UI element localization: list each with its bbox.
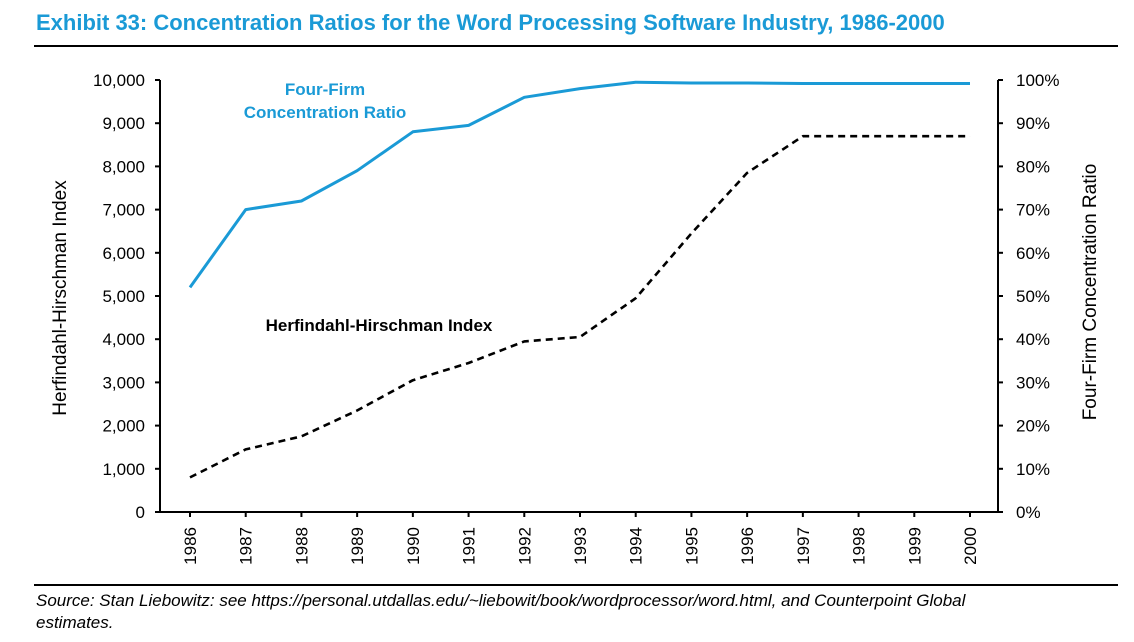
- x-tick-label: 1986: [181, 527, 200, 565]
- left-tick-label: 9,000: [102, 114, 145, 133]
- right-tick-label: 90%: [1016, 114, 1050, 133]
- right-tick-label: 20%: [1016, 417, 1050, 436]
- right-tick-label: 60%: [1016, 244, 1050, 263]
- x-tick-label: 1996: [738, 527, 757, 565]
- right-tick-label: 10%: [1016, 460, 1050, 479]
- right-tick-label: 50%: [1016, 287, 1050, 306]
- left-tick-label: 1,000: [102, 460, 145, 479]
- x-tick-label: 2000: [961, 527, 980, 565]
- right-tick-label: 70%: [1016, 201, 1050, 220]
- x-tick-label: 1993: [571, 527, 590, 565]
- x-tick-label: 1989: [348, 527, 367, 565]
- page-title: Exhibit 33: Concentration Ratios for the…: [36, 10, 945, 35]
- x-axis: 1986 1987 1988 1989 1990 1991 1992 1993 1994 1995…: [160, 511, 998, 565]
- source-note: Source: Stan Liebowitz: see https://pers…: [36, 590, 1116, 634]
- source-line-1: Source: Stan Liebowitz: see https://pers…: [36, 591, 966, 610]
- x-tick-label: 1988: [292, 527, 311, 565]
- concentration-line-chart: 0 1,000 2,000 3,000 4,000 5,000 6,000 7,000 8,00…: [50, 71, 1101, 565]
- left-tick-label: 0: [136, 503, 145, 522]
- left-tick-label: 4,000: [102, 330, 145, 349]
- left-tick-label: 3,000: [102, 373, 145, 392]
- x-tick-label: 1998: [850, 527, 869, 565]
- hhi-series-label: Herfindahl-Hirschman Index: [266, 316, 493, 335]
- x-tick-label: 1997: [794, 527, 813, 565]
- right-tick-label: 80%: [1016, 157, 1050, 176]
- left-y-axis: 0 1,000 2,000 3,000 4,000 5,000 6,000 7,000 8,00…: [93, 71, 161, 522]
- left-tick-label: 2,000: [102, 417, 145, 436]
- four-firm-series-label-line1: Four-Firm: [285, 80, 365, 99]
- left-tick-label: 7,000: [102, 201, 145, 220]
- right-tick-label: 0%: [1016, 503, 1041, 522]
- title-rule: [34, 45, 1118, 47]
- series-layer: [188, 80, 971, 479]
- footer-rule: [34, 584, 1118, 586]
- x-tick-label: 1987: [237, 527, 256, 565]
- x-tick-label: 1994: [627, 527, 646, 565]
- left-axis-title: Herfindahl-Hirschman Index: [50, 180, 71, 416]
- four-firm-series-label-line2: Concentration Ratio: [244, 103, 406, 122]
- left-tick-label: 10,000: [93, 71, 145, 90]
- hhi-line: [189, 134, 970, 479]
- x-tick-label: 1999: [905, 527, 924, 565]
- right-axis-title: Four-Firm Concentration Ratio: [1080, 164, 1101, 421]
- right-y-axis: 0% 10% 20% 30% 40% 50% 60% 70% 80% 90% 100%: [997, 71, 1059, 522]
- left-tick-label: 6,000: [102, 244, 145, 263]
- x-tick-label: 1992: [515, 527, 534, 565]
- right-tick-label: 30%: [1016, 373, 1050, 392]
- x-tick-label: 1991: [460, 527, 479, 565]
- x-tick-label: 1990: [404, 527, 423, 565]
- x-tick-label: 1995: [682, 527, 701, 565]
- source-line-2: estimates.: [36, 613, 114, 632]
- right-tick-label: 40%: [1016, 330, 1050, 349]
- left-tick-label: 8,000: [102, 157, 145, 176]
- left-tick-label: 5,000: [102, 287, 145, 306]
- right-tick-label: 100%: [1016, 71, 1059, 90]
